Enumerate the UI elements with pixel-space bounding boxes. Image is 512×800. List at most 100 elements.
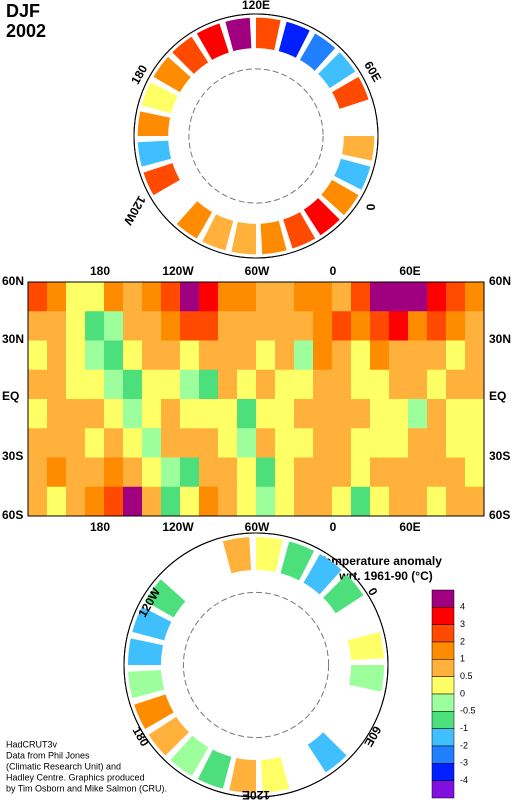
grid-cell (180, 457, 200, 488)
grid-cell (123, 369, 143, 400)
ring-cell (299, 33, 336, 71)
grid-cell (256, 399, 276, 429)
colorbar-label: 2 (460, 636, 465, 646)
grid-cell (256, 486, 276, 517)
colorbar-label: 0 (460, 688, 465, 698)
polar-lon-label: 0 (364, 203, 378, 210)
grid-cell (332, 340, 352, 371)
grid-cell (465, 282, 485, 312)
grid-cell (180, 340, 200, 371)
colorbar-box (431, 589, 455, 608)
grid-cell (85, 340, 105, 371)
grid-cell (446, 399, 466, 429)
grid-cell (294, 428, 314, 458)
polar-lon-label: 120E (242, 788, 270, 800)
ring-cell (127, 638, 164, 665)
grid-cell (446, 428, 466, 458)
grid-cell (85, 311, 105, 341)
land-outline (188, 68, 324, 204)
pole-outline (133, 13, 379, 259)
grid-cell (237, 457, 257, 488)
grid-cell (408, 457, 428, 488)
grid-cell (313, 369, 333, 400)
grid-cell (370, 457, 390, 488)
grid-cell (142, 399, 162, 429)
colorbar-label: 4 (460, 602, 465, 612)
grid-cell (104, 282, 124, 312)
lon-label: 120W (162, 520, 194, 534)
grid-cell (446, 486, 466, 517)
grid-cell (104, 340, 124, 371)
grid-cell (446, 311, 466, 341)
credit-line: Data from Phil Jones (6, 750, 90, 760)
grid-cell (313, 486, 333, 517)
grid-cell (199, 340, 219, 371)
grid-cell (199, 311, 219, 341)
ring-cell (197, 749, 232, 789)
grid-cell (199, 369, 219, 400)
lon-label: 180 (90, 520, 110, 534)
lat-label: 60N (489, 274, 511, 288)
grid-cell (275, 428, 295, 458)
grid-cell (161, 428, 181, 458)
ring-cell (141, 82, 178, 114)
grid-cell (427, 486, 447, 517)
grid-cell (218, 399, 238, 429)
grid-cell (370, 486, 390, 517)
grid-cell (161, 340, 181, 371)
grid-cell (66, 311, 86, 341)
lon-label: 120W (162, 264, 194, 278)
ring-cell (260, 220, 287, 255)
grid-cell (85, 428, 105, 458)
ring-cell (222, 537, 252, 574)
ring-cell (132, 606, 172, 641)
grid-cell (465, 457, 485, 488)
grid-cell (142, 340, 162, 371)
grid-cell (123, 311, 143, 341)
grid-cell (28, 486, 48, 517)
grid-cell (142, 457, 162, 488)
grid-cell (294, 340, 314, 371)
grid-cell (66, 282, 86, 312)
grid-cell (218, 428, 238, 458)
ring-cell (303, 554, 342, 595)
lat-label: 60S (2, 508, 23, 522)
grid-cell (313, 399, 333, 429)
ring-cell (283, 212, 316, 249)
grid-cell (161, 311, 181, 341)
grid-cell (351, 369, 371, 400)
grid-cell (237, 340, 257, 371)
grid-cell (351, 282, 371, 312)
ring-cell (143, 163, 180, 196)
grid-cell (256, 428, 276, 458)
lat-label: 30S (2, 449, 23, 463)
colorbar-label: 0.5 (460, 671, 473, 681)
grid-cell (104, 311, 124, 341)
ring-cell (303, 198, 340, 236)
grid-cell (332, 399, 352, 429)
grid-cell (256, 369, 276, 400)
grid-cell (408, 428, 428, 458)
ring-cell (153, 56, 191, 93)
grid-cell (47, 399, 67, 429)
lat-label: 30N (489, 332, 511, 346)
grid-cell (237, 311, 257, 341)
grid-cell (465, 340, 485, 371)
year: 2002 (6, 21, 46, 41)
grid-cell (180, 282, 200, 312)
grid-cell (313, 311, 333, 341)
grid-cell (275, 399, 295, 429)
grid-cell (199, 486, 219, 517)
grid-cell (66, 486, 86, 517)
grid-cell (446, 340, 466, 371)
grid-cell (389, 399, 409, 429)
grid-cell (123, 428, 143, 458)
polar-lon-label: 120W (120, 193, 148, 228)
ring-cell (134, 694, 174, 730)
grid-cell (161, 457, 181, 488)
lon-label: 60W (245, 264, 270, 278)
north-frame (133, 13, 379, 259)
grid-cell (47, 369, 67, 400)
colorbar-box (431, 659, 455, 677)
